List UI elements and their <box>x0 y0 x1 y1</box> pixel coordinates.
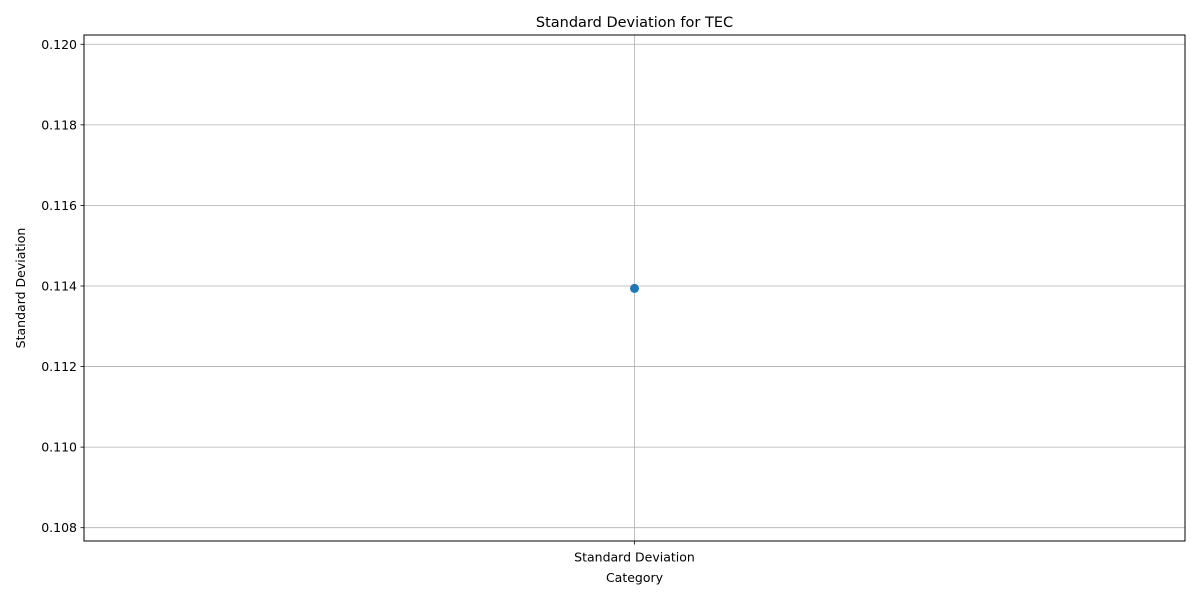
data-point <box>630 283 639 293</box>
x-tick-label: Standard Deviation <box>574 550 695 565</box>
plot-area-frame <box>83 34 1186 542</box>
y-tick-label: 0.120 <box>41 37 77 52</box>
ticks-layer: 0.108 0.110 0.112 0.114 0.116 0.118 0.120 Stand… <box>41 37 695 565</box>
y-tick-label: 0.116 <box>41 198 77 213</box>
chart-title: Standard Deviation for TEC <box>536 15 733 31</box>
y-axis-label: Standard Deviation <box>13 228 28 349</box>
series-layer <box>630 283 639 293</box>
y-tick-label: 0.108 <box>41 520 77 535</box>
grid-layer <box>84 35 1185 541</box>
x-axis-label: Category <box>606 570 664 585</box>
y-tick-label: 0.112 <box>41 359 77 374</box>
y-tick-label: 0.118 <box>41 117 77 132</box>
y-tick-label: 0.114 <box>41 278 77 293</box>
y-tick-label: 0.110 <box>41 440 77 455</box>
